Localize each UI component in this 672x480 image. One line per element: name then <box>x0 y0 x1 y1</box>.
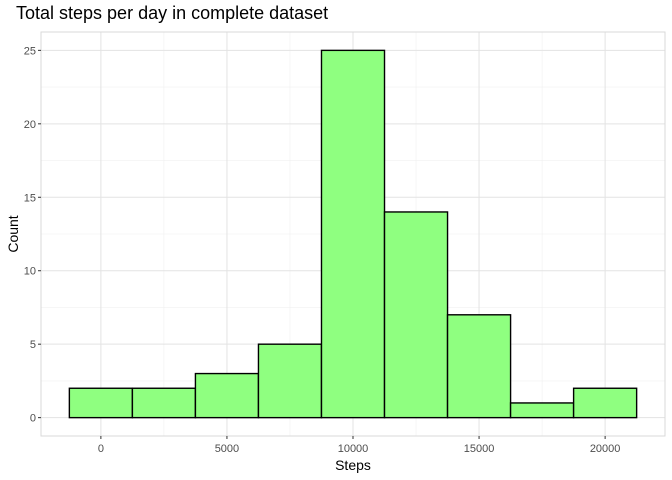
x-tick-label: 20000 <box>590 443 621 455</box>
chart-title: Total steps per day in complete dataset <box>16 3 329 23</box>
histogram-bar <box>320 49 386 419</box>
y-tick-label: 10 <box>24 266 36 278</box>
y-tick-label: 5 <box>30 339 36 351</box>
histogram-bar <box>131 387 197 419</box>
x-axis-ticks: 0 5000 10000 15000 20000 <box>98 436 621 455</box>
x-tick-label: 5000 <box>215 443 239 455</box>
x-tick-label: 0 <box>98 443 104 455</box>
histogram-bars <box>68 49 638 419</box>
histogram-bar <box>257 343 323 419</box>
histogram-bar <box>446 314 512 419</box>
x-tick-label: 15000 <box>464 443 495 455</box>
y-tick-label: 0 <box>30 413 36 425</box>
y-axis-ticks: 0 5 10 15 20 25 <box>24 45 41 425</box>
histogram-bar <box>194 372 260 419</box>
y-axis-title: Count <box>5 215 21 252</box>
y-tick-label: 15 <box>24 192 36 204</box>
y-tick-label: 25 <box>24 45 36 57</box>
x-tick-label: 10000 <box>338 443 369 455</box>
histogram-bar <box>509 402 575 419</box>
y-tick-label: 20 <box>24 119 36 131</box>
histogram-bar <box>383 211 449 419</box>
x-axis-title: Steps <box>335 457 371 473</box>
histogram-bar <box>68 387 134 419</box>
histogram-bar <box>572 387 638 419</box>
